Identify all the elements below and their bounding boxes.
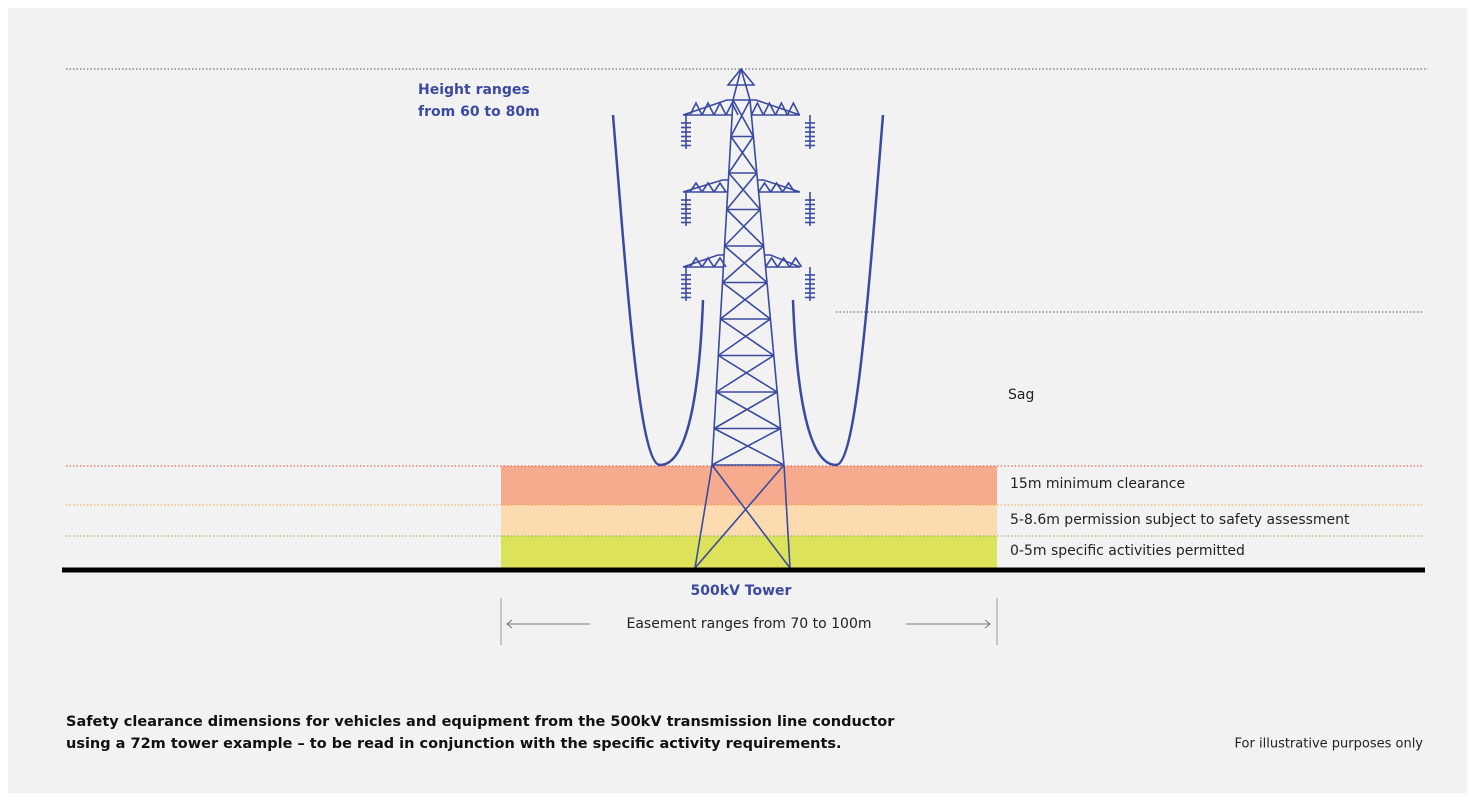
tower-member: [774, 101, 789, 116]
easement-arrow: [906, 619, 991, 629]
tower-member: [689, 256, 703, 268]
tower-member: [762, 101, 777, 116]
tower-member: [694, 464, 791, 569]
tower-member: [713, 391, 781, 430]
tower-member: [717, 318, 775, 357]
note: For illustrative purposes only: [1235, 737, 1424, 752]
tower-member: [757, 181, 772, 193]
background: [8, 8, 1467, 793]
caption: using a 72m tower example – to be read i…: [66, 736, 842, 752]
height-label: from 60 to 80m: [418, 104, 540, 120]
tower-label: 500kV Tower: [691, 583, 792, 599]
tower-member: [701, 181, 715, 193]
tower-member: [788, 256, 803, 268]
tower-member: [701, 256, 715, 268]
tower-member: [725, 101, 739, 116]
tower-member: [750, 101, 765, 116]
tower-member: [711, 427, 785, 466]
zone-red: [501, 466, 997, 505]
tower-member: [776, 256, 791, 268]
tower-member: [769, 181, 784, 193]
tower-member: [721, 245, 768, 284]
zone-label: 15m minimum clearance: [1010, 476, 1185, 492]
zone-label: 5-8.6m permission subject to safety asse…: [1010, 512, 1350, 528]
tower-member: [701, 101, 715, 116]
easement-label: Easement ranges from 70 to 100m: [626, 616, 871, 632]
tower-member: [689, 181, 703, 193]
tower-member: [713, 101, 727, 116]
tower: [681, 67, 815, 569]
tower-member: [728, 135, 758, 174]
zone-green: [501, 536, 997, 570]
easement-arrow: [506, 619, 590, 629]
zone-orange: [501, 505, 997, 536]
conductor-left: [611, 114, 705, 467]
tower-member: [726, 67, 756, 101]
height-label: Height ranges: [418, 82, 530, 98]
conductor-right: [791, 114, 885, 467]
tower-member: [726, 172, 761, 211]
tower-member: [764, 256, 779, 268]
caption: Safety clearance dimensions for vehicles…: [66, 714, 895, 730]
tower-member: [724, 208, 765, 247]
tower-member: [713, 181, 727, 193]
zone-label: 0-5m specific activities permitted: [1010, 543, 1245, 559]
tower-member: [715, 354, 778, 393]
tower-member: [713, 256, 727, 268]
tower-member: [730, 99, 755, 137]
tower-member: [689, 101, 703, 116]
tower-member: [786, 101, 801, 116]
tower-member: [719, 281, 771, 320]
sag-label: Sag: [1008, 387, 1034, 403]
tower-member: [781, 181, 796, 193]
